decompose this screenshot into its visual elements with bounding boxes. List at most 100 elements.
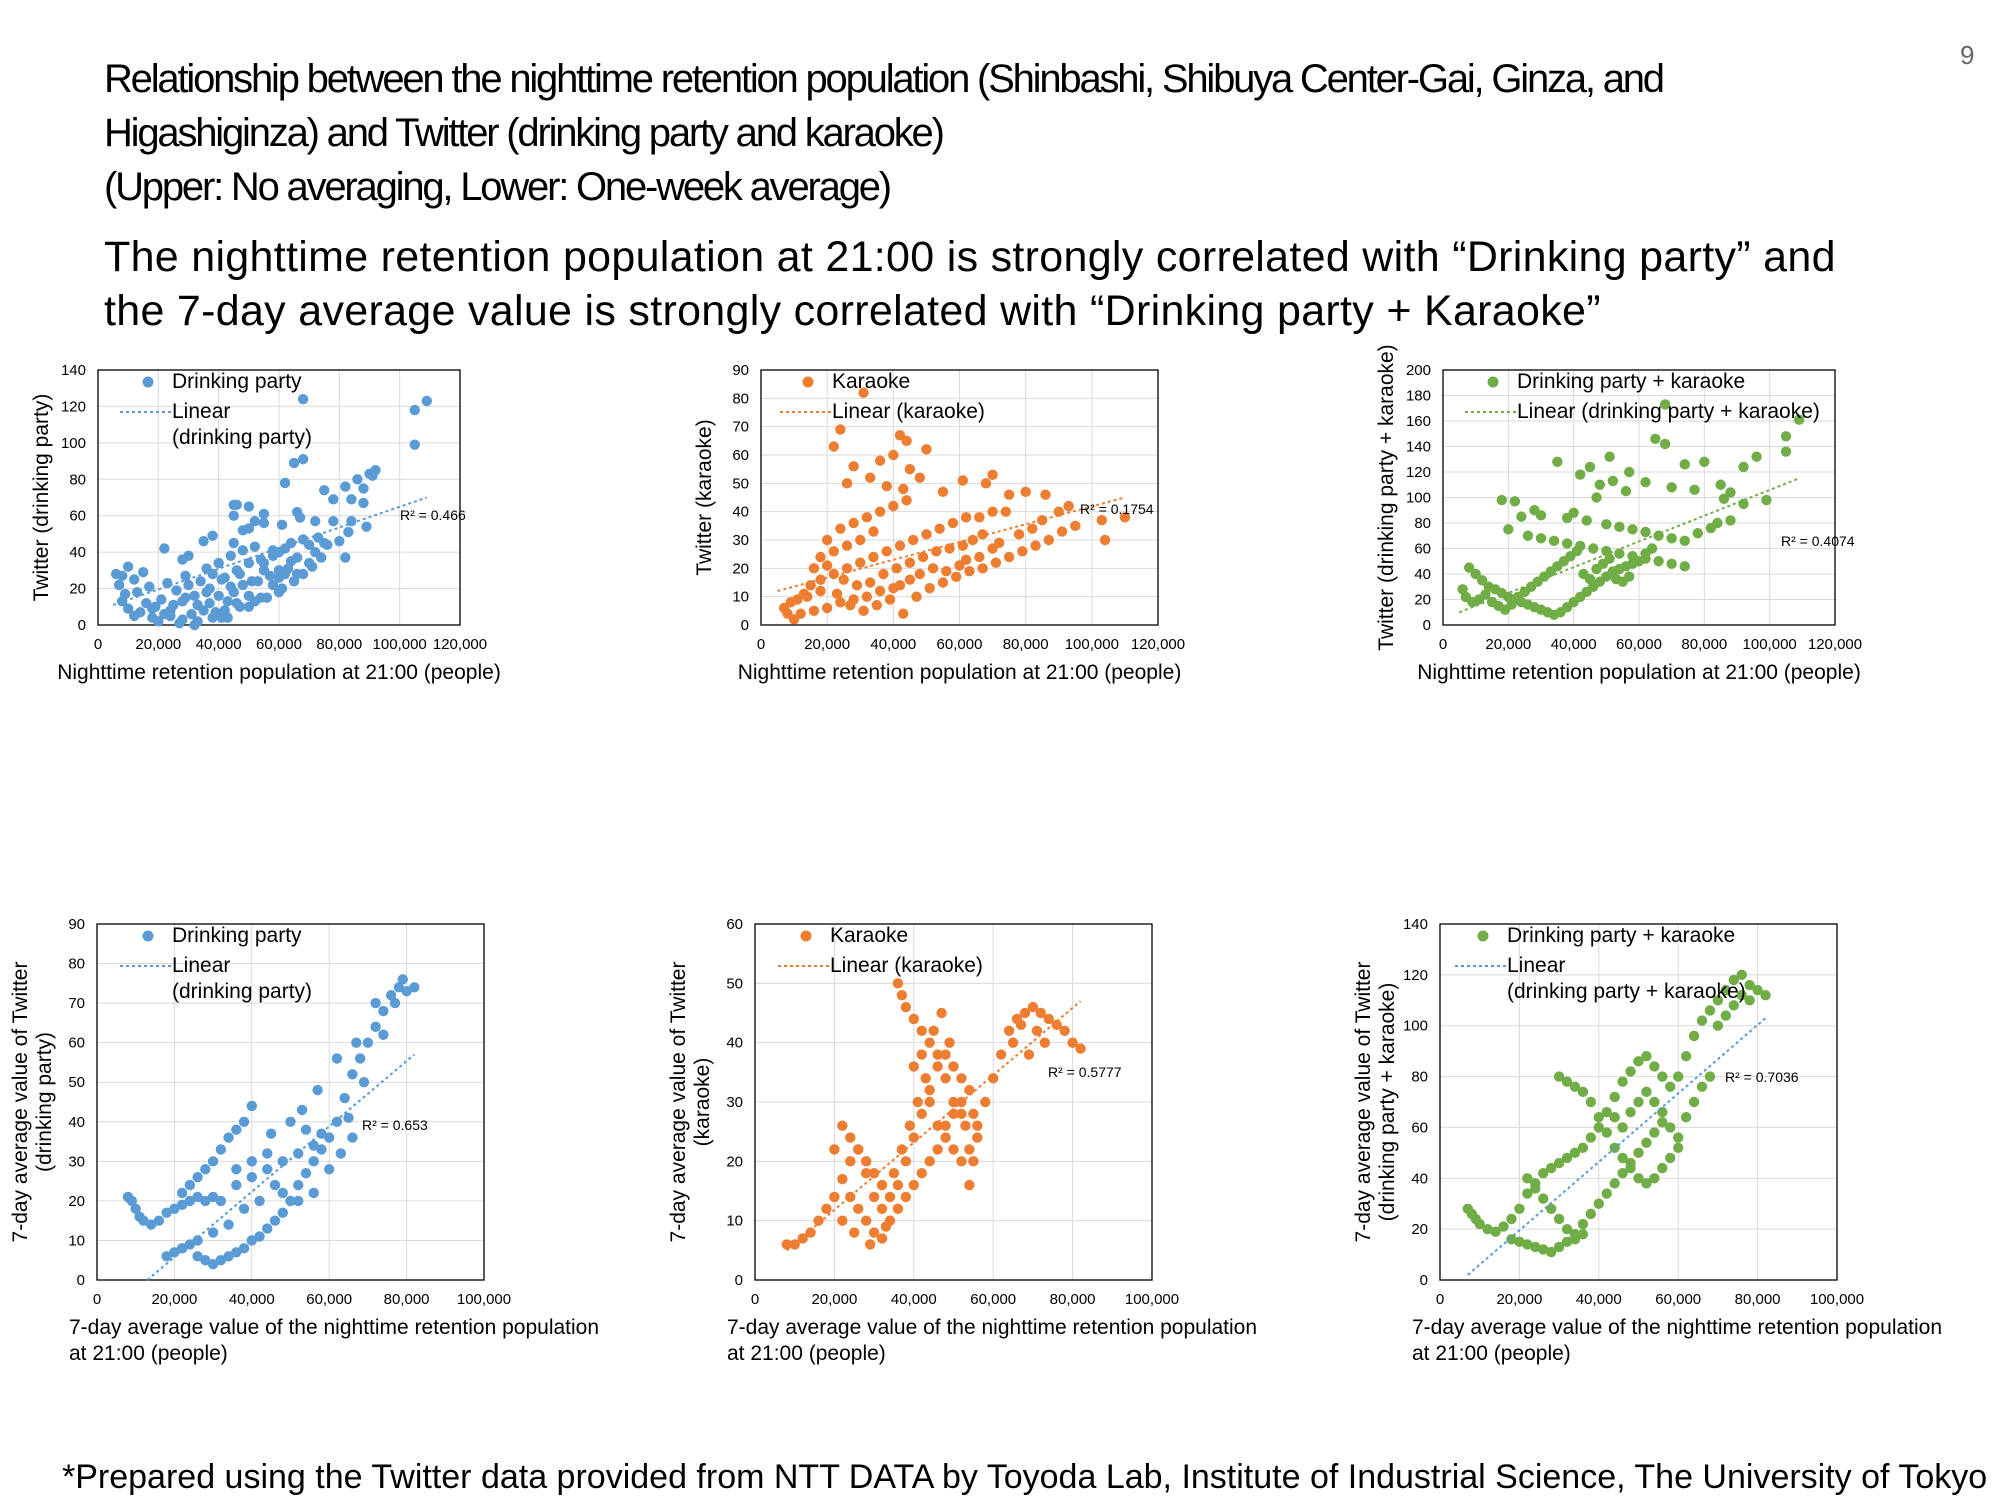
data-point bbox=[126, 1195, 138, 1207]
data-point bbox=[1584, 573, 1596, 585]
data-point bbox=[921, 444, 932, 455]
x-tick-label: 60,000 bbox=[970, 1291, 1016, 1308]
data-point bbox=[184, 1179, 196, 1191]
data-point bbox=[937, 577, 949, 588]
data-point bbox=[1780, 431, 1792, 442]
data-point bbox=[956, 1108, 967, 1120]
y-tick-label: 70 bbox=[68, 995, 85, 1012]
y-axis-title: 7-day average value of Twitter bbox=[9, 962, 32, 1243]
data-point bbox=[964, 1179, 975, 1191]
data-point bbox=[1649, 1127, 1660, 1138]
data-point bbox=[231, 597, 242, 609]
data-point bbox=[1650, 433, 1661, 445]
data-point bbox=[322, 539, 333, 551]
data-point bbox=[1620, 485, 1632, 497]
trendline bbox=[1458, 477, 1800, 614]
data-point bbox=[231, 499, 242, 510]
data-point bbox=[273, 587, 285, 598]
data-point bbox=[1665, 1152, 1676, 1164]
data-point bbox=[1594, 479, 1605, 490]
data-point bbox=[797, 1233, 808, 1244]
y-tick-label: 60 bbox=[68, 1035, 85, 1052]
data-point bbox=[1545, 1203, 1557, 1214]
data-point bbox=[334, 536, 345, 547]
data-point bbox=[378, 1029, 389, 1040]
data-point bbox=[1680, 1112, 1692, 1123]
y-tick-label: 30 bbox=[732, 532, 749, 549]
y-tick-label: 40 bbox=[69, 544, 86, 561]
data-point bbox=[378, 1005, 389, 1017]
y-tick-label: 80 bbox=[1414, 515, 1431, 532]
data-point bbox=[1633, 1173, 1644, 1184]
data-point bbox=[1553, 1213, 1565, 1225]
data-point bbox=[845, 1191, 856, 1203]
data-point bbox=[968, 1156, 979, 1167]
data-point bbox=[808, 605, 820, 617]
y-tick-label: 120 bbox=[1403, 967, 1428, 984]
data-point bbox=[231, 1247, 242, 1258]
data-point bbox=[878, 568, 889, 580]
data-point bbox=[358, 1077, 370, 1088]
x-tick-label: 40,000 bbox=[891, 1291, 937, 1308]
data-point bbox=[161, 1251, 172, 1262]
y-tick-label: 20 bbox=[726, 1153, 743, 1170]
data-point bbox=[864, 472, 876, 483]
data-point bbox=[1725, 515, 1736, 526]
y-axis-title: Twitter (karaoke) bbox=[693, 419, 716, 575]
y-tick-label: 100 bbox=[1406, 490, 1431, 507]
data-point bbox=[1604, 553, 1615, 564]
y-tick-label: 0 bbox=[1423, 617, 1431, 634]
data-point bbox=[908, 1132, 919, 1143]
y-tick-label: 0 bbox=[77, 1272, 85, 1289]
data-point bbox=[216, 574, 227, 585]
x-tick-label: 60,000 bbox=[256, 636, 302, 653]
r-squared-label: R² = 0.466 bbox=[400, 507, 466, 523]
data-point bbox=[303, 557, 315, 569]
y-tick-label: 80 bbox=[1411, 1069, 1428, 1086]
slide-subtitle: The nighttime retention population at 21… bbox=[104, 230, 1904, 338]
legend-trend-label: Linear (drinking party + karaoke) bbox=[1517, 400, 1820, 423]
data-point bbox=[277, 1207, 288, 1218]
data-point bbox=[1503, 524, 1514, 535]
data-point bbox=[932, 1049, 943, 1060]
data-point bbox=[835, 424, 846, 435]
data-point bbox=[947, 517, 959, 529]
data-point bbox=[176, 1199, 188, 1211]
data-point bbox=[1506, 599, 1517, 610]
data-point bbox=[892, 1179, 904, 1191]
data-point bbox=[1617, 1168, 1628, 1179]
data-point bbox=[908, 1013, 919, 1025]
data-point bbox=[161, 1207, 172, 1218]
data-point bbox=[876, 1203, 888, 1214]
data-point bbox=[1625, 1106, 1636, 1118]
data-point bbox=[1593, 1122, 1604, 1133]
data-point bbox=[1031, 1025, 1043, 1036]
data-point bbox=[358, 497, 369, 509]
x-tick-label: 80,000 bbox=[1050, 1291, 1096, 1308]
data-point bbox=[138, 566, 149, 578]
data-point bbox=[249, 541, 261, 552]
data-point bbox=[960, 512, 972, 523]
data-point bbox=[207, 1156, 219, 1167]
plot-frame bbox=[1442, 369, 1836, 626]
y-tick-label: 100 bbox=[61, 435, 86, 452]
data-point bbox=[361, 521, 372, 532]
data-point bbox=[841, 540, 853, 551]
data-point bbox=[924, 582, 935, 594]
data-point bbox=[231, 1179, 242, 1191]
x-tick-label: 120,000 bbox=[1808, 636, 1862, 653]
data-point bbox=[288, 457, 300, 469]
data-point bbox=[285, 1195, 296, 1207]
data-point bbox=[896, 990, 908, 1001]
plot-frame bbox=[754, 923, 1153, 1281]
data-point bbox=[246, 576, 258, 587]
data-point bbox=[921, 529, 932, 540]
data-point bbox=[316, 552, 327, 563]
data-point bbox=[176, 1187, 188, 1199]
data-point bbox=[141, 597, 152, 609]
data-point bbox=[352, 474, 363, 485]
data-point bbox=[409, 439, 420, 450]
data-point bbox=[1545, 1246, 1557, 1258]
data-point bbox=[225, 550, 236, 561]
data-point bbox=[1506, 1213, 1517, 1225]
